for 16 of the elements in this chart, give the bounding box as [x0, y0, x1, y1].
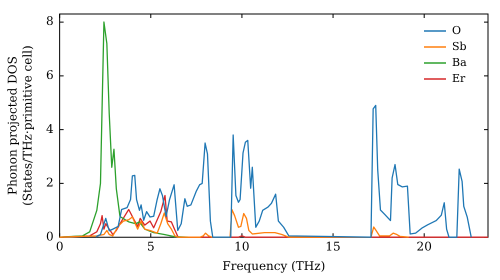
y-tick-label: 8	[46, 14, 54, 28]
x-tick-label: 20	[416, 240, 432, 254]
legend-label: Sb	[452, 40, 467, 53]
x-tick-label: 10	[234, 240, 250, 254]
legend-label: Er	[452, 72, 466, 85]
y-tick-label: 6	[46, 68, 54, 82]
y-tick-label: 4	[46, 122, 54, 136]
legend-label: Ba	[452, 56, 468, 69]
y-tick-label: 0	[46, 229, 54, 244]
x-axis-title: Frequency (THz)	[222, 258, 326, 273]
legend-label: O	[452, 24, 462, 37]
y-tick-label: 2	[46, 176, 54, 190]
x-tick-label: 5	[146, 240, 155, 254]
y-axis-title: Phonon projected DOS (States/THz·primitive cell)	[6, 45, 35, 206]
x-tick-label: 15	[325, 240, 341, 254]
x-tick-label: 0	[56, 240, 64, 254]
